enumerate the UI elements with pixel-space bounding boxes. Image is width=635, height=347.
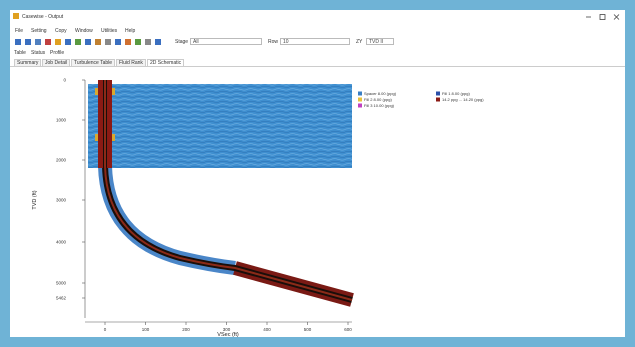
x-axis-title: VSec (ft)	[217, 332, 239, 337]
y-tick-label: 2000	[56, 158, 67, 163]
legend-label: Spacer 8.00 (ppg)	[364, 91, 397, 96]
x-tick-label: 100	[142, 327, 150, 332]
legend-label: Fill 1 8.00 (ppg)	[442, 91, 470, 96]
row-select[interactable]: 10	[280, 38, 350, 45]
toolbar-button[interactable]	[25, 39, 31, 45]
x-tick-label: 600	[344, 327, 352, 332]
app-icon	[13, 13, 19, 19]
subtab[interactable]: Summary	[14, 59, 42, 67]
close[interactable]	[613, 14, 620, 20]
window-controls[interactable]	[585, 13, 623, 21]
x-tick-label: 400	[263, 327, 271, 332]
toolbar-button[interactable]	[35, 39, 41, 45]
toolbar-button[interactable]	[65, 39, 71, 45]
toolbar-button[interactable]	[145, 39, 151, 45]
x-tick-label: 300	[223, 327, 231, 332]
subtab[interactable]: 2D Schematic	[147, 59, 185, 67]
subtab[interactable]: Turbulence Table	[71, 59, 116, 67]
window: Casewise - Output Stage All Row 10 ZY TV…	[10, 10, 625, 337]
maximize[interactable]	[599, 14, 606, 20]
centralizer	[112, 134, 115, 141]
tab[interactable]: Profile	[50, 50, 65, 56]
casing-right	[107, 80, 112, 168]
zoom-select[interactable]: TVD II	[366, 38, 394, 45]
toolbar-button[interactable]	[85, 39, 91, 45]
toolbar-button[interactable]	[45, 39, 51, 45]
schematic-plot: 0 1000 2000 3000 4000 5000 5462 0 100 200 300 400 50…	[32, 78, 484, 338]
centralizer	[112, 88, 115, 95]
stage-label: Stage	[175, 39, 189, 45]
y-tick-label: 5462	[56, 296, 67, 301]
menu-item[interactable]: File	[15, 28, 24, 34]
x-tick-label: 200	[182, 327, 190, 332]
toolbar-button[interactable]	[155, 39, 161, 45]
toolbar-button[interactable]	[15, 39, 21, 45]
subtab[interactable]: Job Detail	[42, 59, 71, 67]
zoom-label: ZY	[356, 39, 363, 45]
stage-select[interactable]: All	[190, 38, 262, 45]
casing-left	[98, 80, 103, 168]
x-tick-label: 0	[104, 327, 107, 332]
y-tick-label: 3000	[56, 198, 67, 203]
y-axis-title: TVD (ft)	[32, 190, 38, 209]
toolbar-button[interactable]	[75, 39, 81, 45]
centralizer	[95, 88, 98, 95]
wellbore-fluid	[104, 80, 353, 301]
legend-label: Fill 2 8.00 (ppg)	[364, 97, 392, 102]
menu-item[interactable]: Utilities	[101, 28, 118, 34]
centralizer	[95, 134, 98, 141]
legend-label: Fill 3 10.00 (ppg)	[364, 103, 395, 108]
window-title: Casewise - Output	[22, 14, 64, 20]
toolbar-button[interactable]	[95, 39, 101, 45]
legend-swatch	[358, 91, 362, 96]
toolbar-button[interactable]	[125, 39, 131, 45]
toolbar-button[interactable]	[105, 39, 111, 45]
subtab[interactable]: Fluid Rank	[116, 59, 146, 67]
toolbar-button[interactable]	[135, 39, 141, 45]
y-tick-label: 5000	[56, 281, 67, 286]
tab[interactable]: Status	[31, 50, 46, 56]
y-tick-label: 1000	[56, 118, 67, 123]
tab[interactable]: Table	[14, 50, 26, 56]
legend-swatch	[358, 97, 362, 102]
menu-item[interactable]: Help	[125, 28, 136, 34]
y-tick-label: 0	[63, 78, 66, 83]
toolbar-button[interactable]	[55, 39, 61, 45]
y-tick-label: 4000	[56, 240, 67, 245]
legend-swatch	[436, 91, 440, 96]
toolbar-button[interactable]	[115, 39, 121, 45]
legend-label: 14.2 ppg ... 14.20 (ppg)	[442, 97, 484, 102]
legend-swatch	[358, 103, 362, 108]
row-label: Row	[268, 39, 279, 45]
x-tick-label: 500	[304, 327, 312, 332]
subtab-bar	[10, 57, 625, 67]
legend-swatch	[436, 97, 440, 102]
menu-item[interactable]: Window	[75, 28, 93, 34]
formation-zone	[88, 84, 352, 168]
menu-item[interactable]: Copy	[55, 28, 67, 34]
menu-item[interactable]: Setting	[31, 28, 47, 34]
